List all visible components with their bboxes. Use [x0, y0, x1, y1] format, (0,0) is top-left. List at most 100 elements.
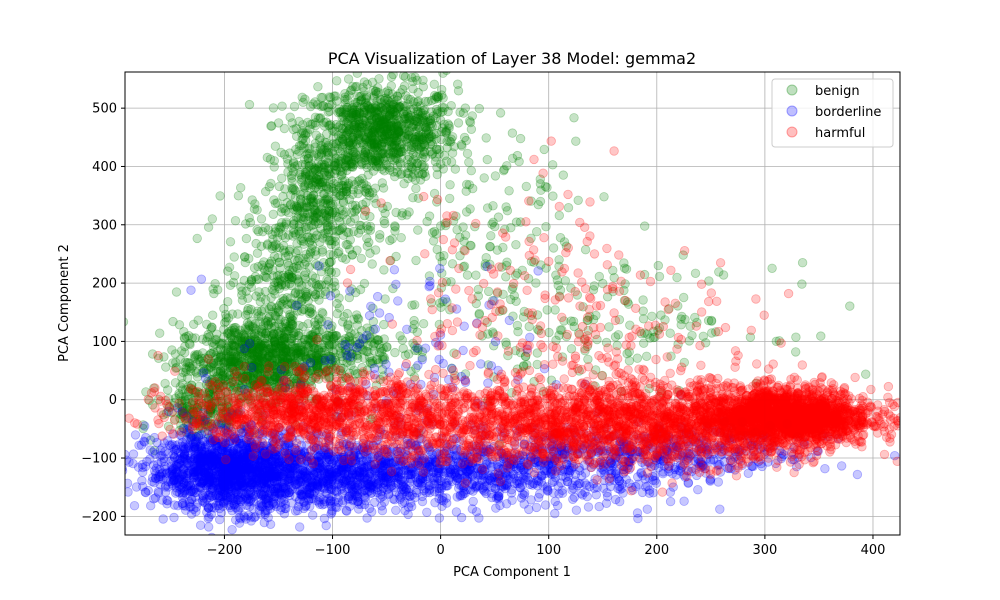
- data-point-benign: [345, 123, 355, 133]
- data-point-benign: [429, 129, 439, 140]
- data-point-benign: [368, 106, 379, 116]
- data-point-benign: [421, 135, 432, 145]
- data-point-benign: [323, 194, 333, 204]
- data-point-benign: [274, 181, 285, 192]
- data-point-benign: [604, 322, 614, 332]
- data-point-benign: [404, 349, 414, 359]
- data-point-benign: [416, 175, 426, 185]
- data-point-benign: [429, 79, 440, 90]
- data-point-benign: [506, 222, 516, 233]
- data-point-benign: [272, 233, 283, 243]
- data-point-benign: [188, 319, 199, 330]
- data-point-benign: [370, 141, 381, 152]
- data-point-benign: [374, 116, 385, 126]
- data-point-benign: [372, 105, 382, 115]
- data-point-benign: [382, 111, 392, 121]
- data-point-benign: [444, 136, 455, 146]
- data-point-benign: [380, 95, 390, 106]
- data-point-borderline: [249, 512, 259, 523]
- data-point-benign: [289, 101, 300, 112]
- data-point-benign: [300, 130, 311, 140]
- data-point-benign: [563, 202, 574, 213]
- data-point-benign: [298, 321, 308, 332]
- data-point-benign: [274, 257, 285, 268]
- data-point-benign: [407, 157, 417, 168]
- data-point-benign: [317, 145, 327, 155]
- data-point-benign: [350, 118, 361, 128]
- data-point-benign: [247, 195, 257, 205]
- data-point-benign: [279, 123, 290, 134]
- data-point-benign: [714, 267, 724, 277]
- data-point-benign: [347, 105, 358, 116]
- data-point-benign: [362, 233, 372, 244]
- data-point-benign: [355, 284, 366, 295]
- data-point-benign: [797, 258, 808, 268]
- data-point-benign: [554, 210, 565, 221]
- data-point-benign: [202, 332, 213, 343]
- data-point-benign: [455, 107, 465, 118]
- data-point-benign: [307, 193, 317, 204]
- data-point-benign: [386, 104, 396, 115]
- data-point-benign: [391, 118, 401, 129]
- data-point-benign: [362, 124, 372, 135]
- data-point-benign: [358, 115, 368, 125]
- data-point-benign: [392, 119, 402, 130]
- data-point-benign: [687, 330, 697, 341]
- data-point-benign: [409, 103, 419, 114]
- data-point-benign: [359, 116, 370, 126]
- data-point-benign: [325, 249, 335, 260]
- data-point-benign: [405, 133, 415, 144]
- data-point-benign: [176, 346, 187, 356]
- data-point-benign: [403, 130, 414, 141]
- data-point-benign: [417, 140, 427, 150]
- data-point-benign: [396, 133, 406, 143]
- data-point-benign: [392, 130, 402, 141]
- data-point-benign: [289, 218, 299, 229]
- data-point-benign: [362, 100, 372, 111]
- data-point-benign: [368, 157, 378, 167]
- data-point-benign: [387, 154, 398, 165]
- data-point-benign: [407, 172, 418, 182]
- data-point-benign: [328, 132, 339, 142]
- data-point-benign: [354, 121, 365, 131]
- data-point-benign: [374, 74, 384, 84]
- data-point-benign: [354, 154, 364, 164]
- data-point-benign: [407, 300, 417, 310]
- data-point-benign: [441, 156, 452, 166]
- data-point-benign: [369, 121, 379, 132]
- data-point-benign: [330, 142, 340, 152]
- data-point-benign: [386, 109, 396, 119]
- data-point-benign: [275, 328, 286, 338]
- data-point-benign: [350, 329, 360, 339]
- data-point-borderline: [227, 525, 237, 535]
- data-point-benign: [513, 327, 523, 337]
- data-point-benign: [439, 250, 449, 261]
- data-point-benign: [278, 191, 288, 202]
- data-point-benign: [298, 139, 309, 149]
- data-point-benign: [393, 148, 404, 158]
- data-point-borderline: [128, 449, 139, 459]
- data-point-benign: [304, 161, 315, 172]
- data-point-benign: [347, 139, 358, 149]
- data-point-benign: [417, 134, 428, 145]
- data-point-benign: [368, 102, 379, 112]
- data-point-benign: [412, 132, 422, 142]
- data-point-benign: [412, 124, 423, 134]
- data-point-benign: [354, 175, 365, 185]
- data-point-benign: [215, 191, 225, 201]
- data-point-benign: [252, 248, 263, 258]
- data-point-benign: [432, 92, 442, 103]
- data-point-benign: [422, 117, 433, 128]
- data-point-benign: [365, 221, 376, 232]
- data-point-benign: [679, 292, 689, 303]
- data-point-benign: [219, 303, 229, 314]
- data-point-benign: [310, 292, 320, 302]
- data-point-benign: [256, 214, 267, 224]
- data-point-benign: [190, 333, 201, 343]
- data-point-benign: [203, 222, 214, 232]
- data-point-benign: [492, 245, 503, 255]
- data-point-benign: [437, 102, 447, 113]
- data-point-benign: [370, 127, 380, 137]
- data-point-borderline: [179, 487, 190, 498]
